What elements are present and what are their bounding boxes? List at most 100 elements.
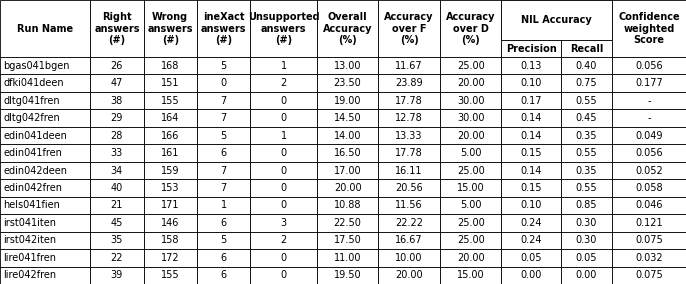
Text: 30.00: 30.00 [457,96,484,106]
Text: 7: 7 [220,113,226,123]
Text: Confidence
weighted
Score: Confidence weighted Score [618,12,680,45]
Bar [91,57,143,74]
Bar [317,162,379,179]
Text: 26: 26 [110,61,123,71]
Bar [561,109,612,127]
Text: 0.00: 0.00 [576,270,598,280]
Text: 0.177: 0.177 [635,78,663,88]
Text: 0.14: 0.14 [521,131,542,141]
Text: 0: 0 [281,166,287,176]
Bar [440,57,501,74]
Text: 34: 34 [110,166,123,176]
Text: 0.35: 0.35 [576,131,598,141]
Bar [561,127,612,144]
Bar [379,74,440,92]
Text: edin042deen: edin042deen [3,166,67,176]
Text: 166: 166 [161,131,180,141]
Text: 22.22: 22.22 [395,218,423,228]
Bar [561,57,612,74]
Text: 0: 0 [281,148,287,158]
Text: 17.78: 17.78 [395,96,423,106]
Bar [612,197,686,214]
Text: hels041fien: hels041fien [3,201,60,210]
Text: 0.24: 0.24 [521,218,542,228]
Bar [0,144,91,162]
Bar [317,249,379,267]
Bar [501,57,561,74]
Bar [501,109,561,127]
Bar [612,162,686,179]
Text: 30.00: 30.00 [457,113,484,123]
Bar [379,0,440,57]
Bar [379,127,440,144]
Bar [91,179,143,197]
Bar [612,179,686,197]
Bar [317,267,379,284]
Text: 0.121: 0.121 [635,218,663,228]
Bar [143,162,197,179]
Bar [379,144,440,162]
Text: 19.50: 19.50 [334,270,362,280]
Bar [317,214,379,232]
Bar [197,267,250,284]
Text: 0.85: 0.85 [576,201,598,210]
Bar [91,0,143,57]
Text: 6: 6 [220,253,226,263]
Bar [250,0,317,57]
Text: 0.24: 0.24 [521,235,542,245]
Text: 153: 153 [161,183,180,193]
Bar [91,214,143,232]
Text: Recall: Recall [570,43,603,53]
Bar [440,179,501,197]
Bar [317,179,379,197]
Text: 15.00: 15.00 [457,270,484,280]
Bar [250,249,317,267]
Bar [143,109,197,127]
Text: 155: 155 [161,96,180,106]
Text: 0.55: 0.55 [576,96,598,106]
Bar [91,267,143,284]
Text: edin041fren: edin041fren [3,148,62,158]
Bar [561,0,612,40]
Bar [91,162,143,179]
Text: 0: 0 [220,78,226,88]
Text: 0.10: 0.10 [521,78,542,88]
Text: 0.10: 0.10 [521,201,542,210]
Text: 47: 47 [110,78,123,88]
Bar [250,127,317,144]
Bar [197,57,250,74]
Bar [612,109,686,127]
Bar [250,179,317,197]
Text: 40: 40 [110,183,123,193]
Text: 16.67: 16.67 [395,235,423,245]
Bar [143,267,197,284]
Text: irst041iten: irst041iten [3,218,56,228]
Bar [440,162,501,179]
Text: 10.88: 10.88 [334,201,362,210]
Bar [379,249,440,267]
Text: Run Name: Run Name [17,24,73,34]
Text: edin042fren: edin042fren [3,183,62,193]
Text: 45: 45 [110,218,123,228]
Bar [197,162,250,179]
Text: 16.50: 16.50 [334,148,362,158]
Bar [91,144,143,162]
Bar [143,127,197,144]
Bar [501,127,561,144]
Bar [501,249,561,267]
Bar [561,74,612,92]
Bar [250,109,317,127]
Bar [197,249,250,267]
Bar [501,144,561,162]
Text: 25.00: 25.00 [457,218,484,228]
Bar [612,232,686,249]
Text: 0: 0 [281,113,287,123]
Bar [561,40,612,57]
Text: 11.67: 11.67 [395,61,423,71]
Bar [501,179,561,197]
Text: 0.55: 0.55 [576,183,598,193]
Bar [317,57,379,74]
Bar [143,249,197,267]
Bar [317,109,379,127]
Bar [612,249,686,267]
